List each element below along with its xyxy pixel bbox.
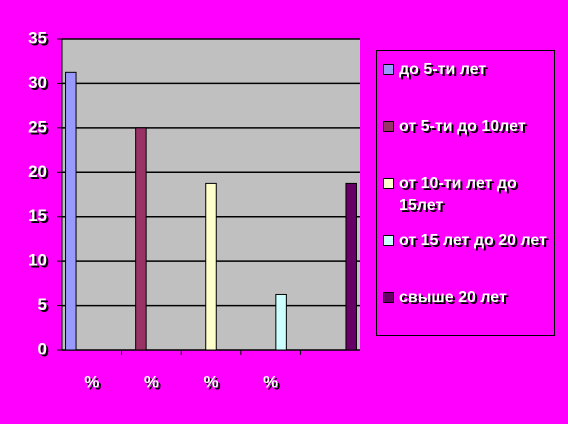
x-tick-label: % xyxy=(144,372,159,391)
y-tick-label: 0 xyxy=(38,339,47,358)
y-tick-shadow: 25 xyxy=(30,119,49,138)
bar xyxy=(135,127,147,351)
y-tick-label: 20 xyxy=(28,162,47,181)
x-tick-label: % xyxy=(203,372,218,391)
y-tick-shadow: 20 xyxy=(30,164,49,183)
legend-swatch xyxy=(383,235,394,246)
y-tick-shadow: 5 xyxy=(40,297,49,316)
legend-swatch xyxy=(383,121,394,132)
legend-label: до 5-ти лет xyxy=(399,61,487,78)
y-tick-label: 15 xyxy=(28,206,47,225)
legend: до 5-ти лет от 5-ти до 10лет от 10-ти лет … xyxy=(376,50,555,336)
x-tick-shadow: % xyxy=(205,374,220,393)
bar xyxy=(65,71,77,351)
y-tick-label: 30 xyxy=(28,73,47,92)
bar xyxy=(205,182,217,351)
y-tick-shadow: 10 xyxy=(30,253,49,272)
x-tick-label: % xyxy=(263,372,278,391)
x-tick-label: % xyxy=(84,372,99,391)
legend-swatch xyxy=(383,178,394,189)
y-tick-label: 5 xyxy=(38,295,47,314)
legend-label: свыше 20 лет xyxy=(399,289,507,306)
legend-entry: от 5-ти до 10лет xyxy=(377,116,554,173)
legend-label: от 15 лет до 20 лет xyxy=(399,232,547,249)
legend-swatch xyxy=(383,64,394,75)
legend-entry: свыше 20 лет xyxy=(377,287,554,344)
legend-entry: до 5-ти лет xyxy=(377,59,554,116)
y-tick-label: 35 xyxy=(28,28,47,47)
x-tick-shadow: % xyxy=(86,374,101,393)
x-tick-shadow: % xyxy=(146,374,161,393)
y-tick-label: 10 xyxy=(28,251,47,270)
y-tick-shadow: 30 xyxy=(30,75,49,94)
legend-label: от 5-ти до 10лет xyxy=(399,118,526,135)
legend-entry: от 10-ти лет до 15лет xyxy=(377,173,554,230)
bar xyxy=(345,182,357,351)
y-tick-shadow: 15 xyxy=(30,208,49,227)
y-tick-shadow: 0 xyxy=(40,341,49,360)
legend-swatch xyxy=(383,292,394,303)
y-tick-label: 25 xyxy=(28,117,47,136)
x-tick-shadow: % xyxy=(265,374,280,393)
y-tick-shadow: 35 xyxy=(30,30,49,49)
bar xyxy=(275,293,287,351)
legend-label: от 10-ти лет до 15лет xyxy=(399,175,517,214)
legend-entry: от 15 лет до 20 лет xyxy=(377,230,554,287)
